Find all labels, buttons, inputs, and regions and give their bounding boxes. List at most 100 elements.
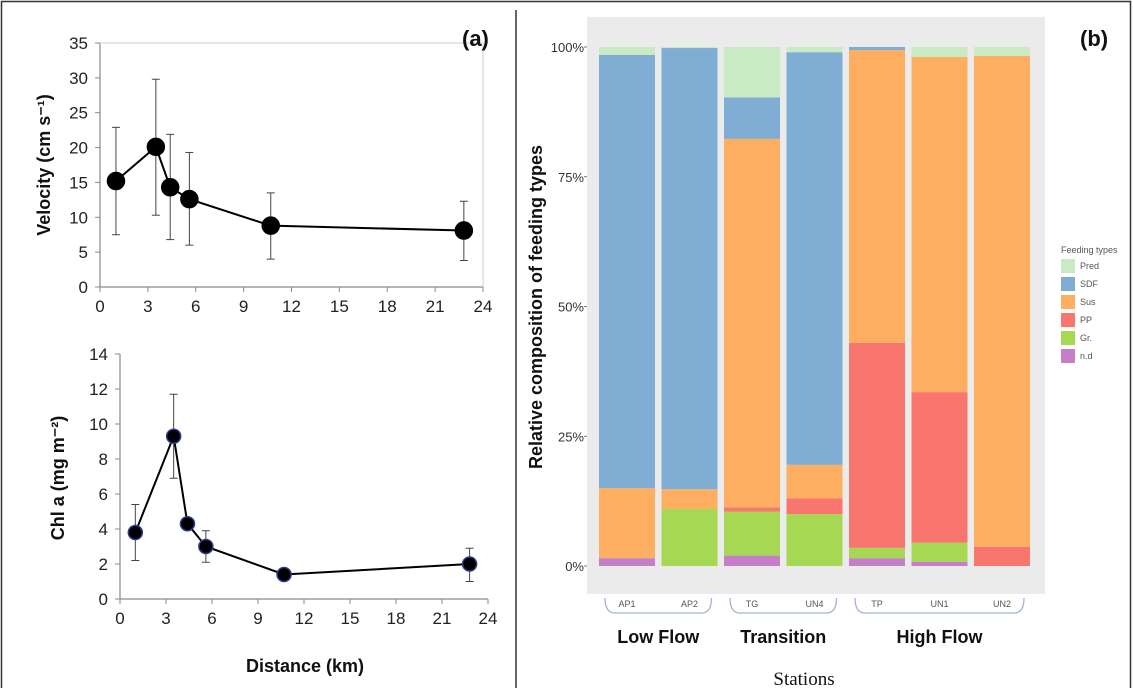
chl-a-data-point [127, 524, 144, 541]
bar-segment [599, 54, 655, 489]
legend-label: n.d [1080, 351, 1093, 361]
feeding-y-tick-label: 100% [551, 40, 585, 55]
chl-a-data-point [165, 428, 182, 444]
chl-a-x-tick-label: 6 [207, 609, 216, 628]
velocity-y-tick-label: 25 [69, 104, 88, 123]
bar-segment [849, 558, 905, 566]
bar-segment [599, 47, 655, 55]
velocity-plot: (a) Velocity (cm s⁻¹) 0 3 6 9 12 15 18 21 24 0 5 10… [34, 26, 492, 316]
chl-a-x-tick-label: 15 [341, 609, 360, 628]
panel-a-label: (a) [462, 26, 489, 51]
velocity-data-point [180, 189, 199, 209]
distance-x-label: Distance (km) [246, 656, 364, 676]
bar-segment [786, 464, 843, 499]
velocity-y-tick-label: 20 [69, 139, 88, 158]
velocity-data-point [146, 137, 166, 157]
legend-swatch [1061, 313, 1075, 327]
group-label: Transition [740, 627, 826, 647]
bar-segment [599, 488, 655, 559]
chl-a-data-point [461, 556, 478, 572]
bar-segment [911, 392, 968, 543]
chl-a-plot: Chl a (mg m⁻²) Distance (km) 0 3 6 9 12 15 18 2… [48, 345, 497, 676]
feeding-types-plot: (b) Relative composition of feeding type… [526, 17, 1118, 688]
legend-swatch [1061, 349, 1075, 363]
bar-segment [786, 514, 843, 566]
station-tick-label: UN4 [805, 599, 823, 609]
legend-title: Feeding types [1061, 245, 1118, 255]
chl-a-x-tick-label: 12 [295, 609, 314, 628]
chl-a-series-line [134, 432, 470, 576]
legend-swatch [1061, 259, 1075, 273]
bar-segment [661, 48, 718, 490]
legend-label: Sus [1080, 297, 1096, 307]
chl-a-y-tick-label: 8 [99, 450, 108, 469]
chl-a-x-tick-label: 3 [161, 609, 170, 628]
velocity-y-tick-label: 10 [69, 208, 88, 227]
velocity-y-tick-label: 5 [79, 243, 88, 262]
velocity-x-tick-label: 6 [191, 297, 200, 316]
legend-swatch [1061, 331, 1075, 345]
group-label: High Flow [897, 627, 984, 647]
chl-a-data-point [179, 516, 196, 532]
bar-segment [724, 138, 780, 508]
velocity-data-point [160, 178, 180, 197]
chl-a-y-tick-label: 0 [99, 590, 108, 609]
station-tick-label: AP1 [618, 599, 635, 609]
bar-segment [724, 97, 780, 139]
velocity-y-tick-label: 15 [69, 173, 88, 192]
stations-x-label: Stations [773, 669, 834, 688]
bar-segment [849, 342, 905, 548]
chl-a-x-tick-label: 9 [253, 609, 262, 628]
bar-segment [724, 555, 780, 566]
velocity-x-tick-label: 21 [426, 297, 445, 316]
velocity-y-tick-label: 30 [69, 69, 88, 88]
legend-swatch [1061, 277, 1075, 291]
chl-a-y-label: Chl a (mg m⁻²) [48, 416, 68, 541]
feeding-y-label: Relative composition of feeding types [526, 145, 546, 469]
velocity-y-tick-label: 0 [79, 278, 88, 297]
chl-a-y-tick-label: 6 [99, 485, 108, 504]
feeding-y-tick-label: 75% [558, 170, 584, 185]
chl-a-data-point [276, 566, 292, 583]
velocity-x-tick-label: 9 [239, 297, 248, 316]
velocity-x-tick-label: 12 [282, 297, 301, 316]
chl-a-y-tick-label: 12 [89, 380, 108, 399]
bar-segment [786, 498, 843, 515]
bar-segment [599, 558, 655, 566]
station-tick-label: TG [746, 599, 759, 609]
bar-segment [974, 546, 1030, 566]
chl-a-x-tick-label: 18 [387, 609, 406, 628]
velocity-x-tick-label: 0 [95, 297, 104, 316]
bar-segment [849, 547, 905, 559]
chl-a-x-tick-label: 21 [433, 609, 452, 628]
legend-label: PP [1080, 315, 1092, 325]
feeding-y-tick-label: 25% [558, 429, 584, 444]
bar-segment [724, 47, 780, 98]
group-label: Low Flow [617, 627, 700, 647]
bar-segment [911, 56, 968, 393]
feeding-y-tick-label: 0% [565, 559, 584, 574]
station-tick-label: UN1 [930, 599, 948, 609]
station-tick-label: AP2 [681, 599, 698, 609]
bar-segment [849, 50, 905, 343]
group-bracket [729, 597, 838, 614]
velocity-x-tick-label: 3 [143, 297, 152, 316]
station-tick-label: TP [871, 599, 883, 609]
bar-segment [661, 47, 718, 49]
velocity-x-tick-label: 15 [330, 297, 349, 316]
chl-a-y-tick-label: 10 [89, 415, 108, 434]
chl-a-y-tick-label: 4 [99, 520, 108, 539]
bar-segment [911, 542, 968, 562]
legend-label: Gr. [1080, 333, 1092, 343]
chl-a-y-tick-label: 2 [99, 555, 108, 574]
bar-segment [724, 507, 780, 512]
bar-segment [911, 561, 968, 566]
group-bracket [854, 597, 1025, 614]
velocity-x-tick-label: 18 [378, 297, 397, 316]
chl-a-x-tick-label: 24 [479, 609, 498, 628]
velocity-y-label: Velocity (cm s⁻¹) [34, 94, 54, 236]
legend-swatch [1061, 295, 1075, 309]
velocity-data-point [106, 171, 126, 191]
